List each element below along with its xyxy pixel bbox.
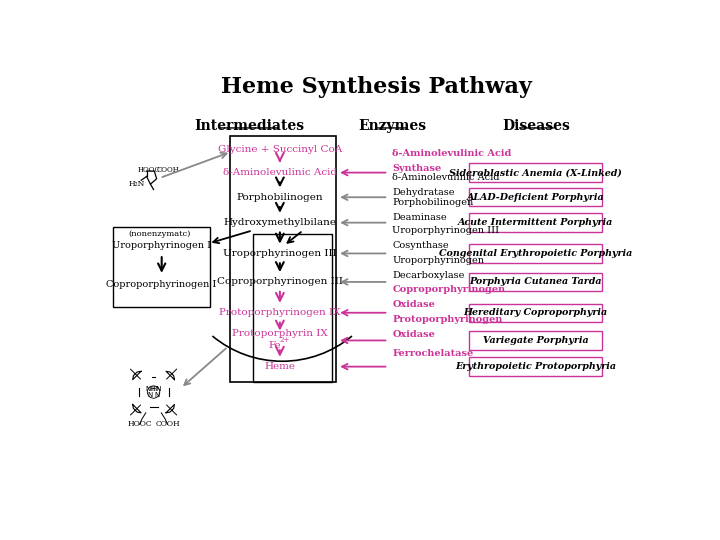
Text: Intermediates: Intermediates: [194, 119, 304, 133]
Bar: [253, 234, 332, 382]
Text: δ-Aminolevulinic Acid: δ-Aminolevulinic Acid: [392, 149, 512, 158]
Text: Congenital Erythropoietic Porphyria: Congenital Erythropoietic Porphyria: [439, 249, 632, 258]
Text: Hereditary Coproporphyria: Hereditary Coproporphyria: [464, 308, 608, 317]
Text: NH: NH: [145, 386, 156, 392]
Text: Protoporphyrin IX: Protoporphyrin IX: [232, 329, 328, 338]
Text: ALAD-Deficient Porphyria: ALAD-Deficient Porphyria: [467, 193, 604, 202]
Text: Dehydratase: Dehydratase: [392, 188, 455, 197]
Text: (nonenzymatc): (nonenzymatc): [129, 230, 191, 238]
Text: Porphobilinogen: Porphobilinogen: [237, 193, 323, 202]
Text: Protoporphyrinogen IX: Protoporphyrinogen IX: [219, 308, 341, 317]
Text: Uroporphyrinogen III: Uroporphyrinogen III: [392, 226, 500, 235]
FancyBboxPatch shape: [469, 273, 602, 291]
Text: Uroporphyrinogen III: Uroporphyrinogen III: [223, 249, 337, 258]
Text: Coproporphyrinogen I: Coproporphyrinogen I: [107, 280, 217, 289]
FancyBboxPatch shape: [469, 244, 602, 262]
Text: Variegate Porphyria: Variegate Porphyria: [483, 336, 588, 345]
FancyBboxPatch shape: [469, 303, 602, 322]
Text: Porphobilinogen: Porphobilinogen: [392, 198, 474, 207]
FancyBboxPatch shape: [469, 331, 602, 350]
Text: Cosynthase: Cosynthase: [392, 241, 449, 250]
Text: Fe: Fe: [269, 341, 282, 349]
Text: Heme Synthesis Pathway: Heme Synthesis Pathway: [221, 76, 532, 98]
Text: Erythropoietic Protoporphyria: Erythropoietic Protoporphyria: [455, 362, 616, 371]
Text: Diseases: Diseases: [503, 119, 570, 133]
Text: Glycine + Succinyl CoA: Glycine + Succinyl CoA: [217, 145, 342, 154]
Bar: [113, 226, 210, 307]
Text: Acute Intermittent Porphyria: Acute Intermittent Porphyria: [458, 218, 613, 227]
Text: HOOC: HOOC: [138, 166, 161, 173]
Text: Heme: Heme: [264, 362, 295, 371]
Text: COOH: COOH: [156, 420, 180, 428]
Text: Protoporphyrinogen: Protoporphyrinogen: [392, 314, 503, 323]
Text: Coproporphyrinogen III: Coproporphyrinogen III: [217, 278, 343, 286]
Bar: [230, 136, 336, 382]
Text: H₂N: H₂N: [128, 180, 145, 188]
Text: N: N: [148, 392, 153, 398]
Text: HOOC: HOOC: [127, 420, 152, 428]
Text: δ-Aminolevulinic Acid: δ-Aminolevulinic Acid: [223, 168, 337, 177]
Text: Uroporphyrinogen: Uroporphyrinogen: [392, 255, 485, 265]
Text: δ-Aminolevulinic Acid: δ-Aminolevulinic Acid: [392, 173, 500, 182]
Text: 2+: 2+: [279, 336, 289, 345]
Text: Synthase: Synthase: [392, 164, 441, 173]
Text: Porphyria Cutanea Tarda: Porphyria Cutanea Tarda: [469, 278, 602, 286]
FancyBboxPatch shape: [469, 164, 602, 182]
Text: Enzymes: Enzymes: [358, 119, 426, 133]
Text: Coproporphyrinogen: Coproporphyrinogen: [392, 285, 505, 294]
FancyBboxPatch shape: [469, 188, 602, 206]
Text: Oxidase: Oxidase: [392, 330, 435, 339]
Text: HN: HN: [151, 386, 162, 392]
Text: Oxidase: Oxidase: [392, 300, 435, 309]
Text: Deaminase: Deaminase: [392, 213, 447, 222]
Text: Decarboxylase: Decarboxylase: [392, 271, 464, 280]
Text: Ferrochelatase: Ferrochelatase: [392, 349, 474, 358]
Text: Sideroblastic Anemia (X-Linked): Sideroblastic Anemia (X-Linked): [449, 168, 622, 177]
FancyBboxPatch shape: [469, 213, 602, 232]
Text: N: N: [154, 392, 159, 398]
Text: Hydroxymethylbilane: Hydroxymethylbilane: [223, 218, 336, 227]
FancyBboxPatch shape: [469, 357, 602, 376]
Text: Uroporphyrinogen I: Uroporphyrinogen I: [112, 241, 211, 250]
Text: COOH: COOH: [157, 166, 179, 173]
